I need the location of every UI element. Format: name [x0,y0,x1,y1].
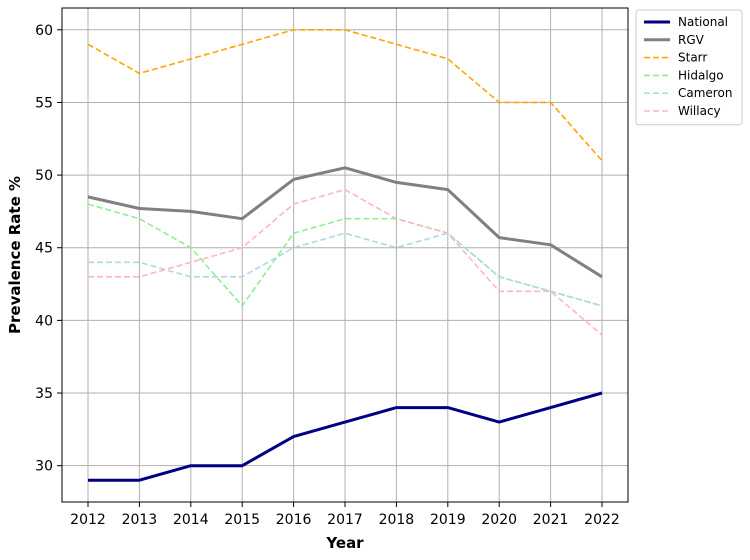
x-tick-label: 2015 [224,512,260,528]
y-tick-label: 40 [35,313,53,329]
legend-label: Cameron [678,86,732,100]
x-axis-title: Year [325,534,364,552]
x-tick-label: 2021 [533,512,569,528]
x-tick-label: 2017 [327,512,363,528]
x-tick-label: 2014 [173,512,209,528]
y-tick-label: 60 [35,23,53,39]
x-tick-label: 2013 [122,512,158,528]
y-axis: 30 35 40 45 50 55 60 [35,23,62,475]
grid-lines [62,8,628,502]
series-line-starr [87,28,603,162]
series-line-cameron [88,232,603,307]
y-tick-label: 50 [35,168,53,184]
series-line-rgv [87,166,603,279]
x-axis: 2012 2013 2014 2015 2016 2017 2018 2019 2020 2021… [70,502,620,528]
y-tick-label: 55 [35,95,53,111]
series-line-national [88,391,603,482]
x-tick-label: 2020 [481,512,517,528]
x-tick-label: 2018 [379,512,415,528]
legend-label: RGV [678,33,705,47]
x-tick-label: 2019 [430,512,466,528]
legend-label: National [678,15,728,29]
y-axis-title: Prevalence Rate % [6,176,24,334]
y-tick-label: 45 [35,241,53,257]
y-tick-label: 30 [35,459,53,475]
series-line-willacy [88,188,603,336]
x-tick-label: 2012 [70,512,106,528]
legend-label: Hidalgo [678,68,724,82]
x-tick-label: 2022 [584,512,620,528]
x-tick-label: 2016 [276,512,312,528]
legend: National RGV Starr Hidalgo Cameron Willacy [635,9,743,126]
series-layer [87,28,603,482]
legend-label: Willacy [678,104,721,118]
legend-label: Starr [678,51,707,65]
y-tick-label: 35 [35,386,53,402]
